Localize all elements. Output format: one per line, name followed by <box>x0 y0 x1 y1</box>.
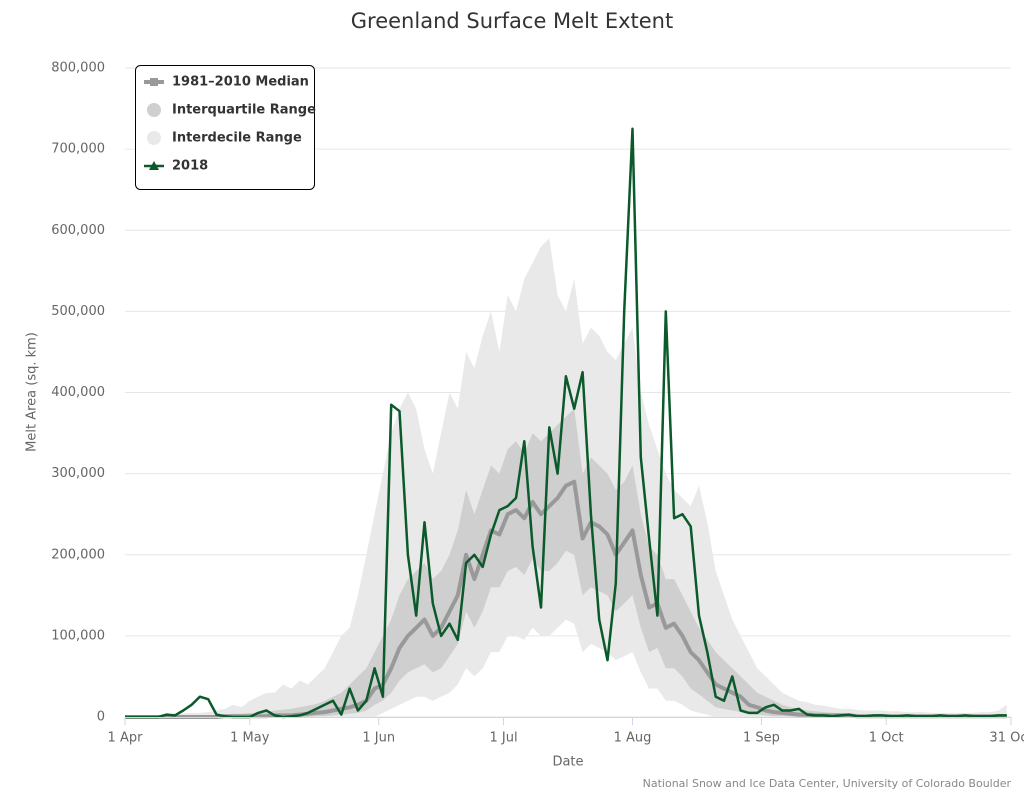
x-axis-label: Date <box>552 755 583 770</box>
range-band <box>125 408 1007 717</box>
x-tick-label: 1 Sep <box>743 731 780 746</box>
x-tick-label: 1 Jul <box>489 731 517 746</box>
x-tick-label: 1 Aug <box>614 731 652 746</box>
x-tick-label: 1 May <box>230 731 270 746</box>
y-tick-label: 400,000 <box>51 385 105 400</box>
legend-label: 1981–2010 Median <box>172 75 309 90</box>
legend-marker <box>149 161 159 170</box>
y-axis-label: Melt Area (sq. km) <box>25 332 40 452</box>
legend-box <box>135 65 315 190</box>
legend-symbol <box>147 103 161 117</box>
legend-marker <box>150 78 158 86</box>
y-tick-label: 0 <box>97 710 105 725</box>
y-tick-label: 100,000 <box>51 628 105 643</box>
series-line <box>125 127 1007 719</box>
x-tick-label: 1 Oct <box>869 731 904 746</box>
y-tick-label: 600,000 <box>51 223 105 238</box>
legend: 1981–2010 Median Interquartile Range Inter… <box>135 65 316 190</box>
legend-label: Interquartile Range <box>172 103 316 118</box>
legend-label: Interdecile Range <box>172 131 302 146</box>
y-tick-label: 200,000 <box>51 547 105 562</box>
x-tick-label: 1 Apr <box>108 731 144 746</box>
x-tick-label: 1 Jun <box>362 731 395 746</box>
plot-area <box>125 127 1007 719</box>
y-tick-label: 500,000 <box>51 304 105 319</box>
chart-title: Greenland Surface Melt Extent <box>351 9 673 33</box>
axes: 0 100,000 200,000 300,000 400,000 500,000 600,… <box>51 61 1024 746</box>
y-tick-label: 800,000 <box>51 61 105 76</box>
y-tick-label: 700,000 <box>51 142 105 157</box>
legend-symbol <box>147 131 161 145</box>
legend-label: 2018 <box>172 159 208 174</box>
y-tick-label: 300,000 <box>51 466 105 481</box>
x-tick-label: 31 Oct <box>989 731 1024 746</box>
credit: National Snow and Ice Data Center, Unive… <box>643 777 1012 790</box>
